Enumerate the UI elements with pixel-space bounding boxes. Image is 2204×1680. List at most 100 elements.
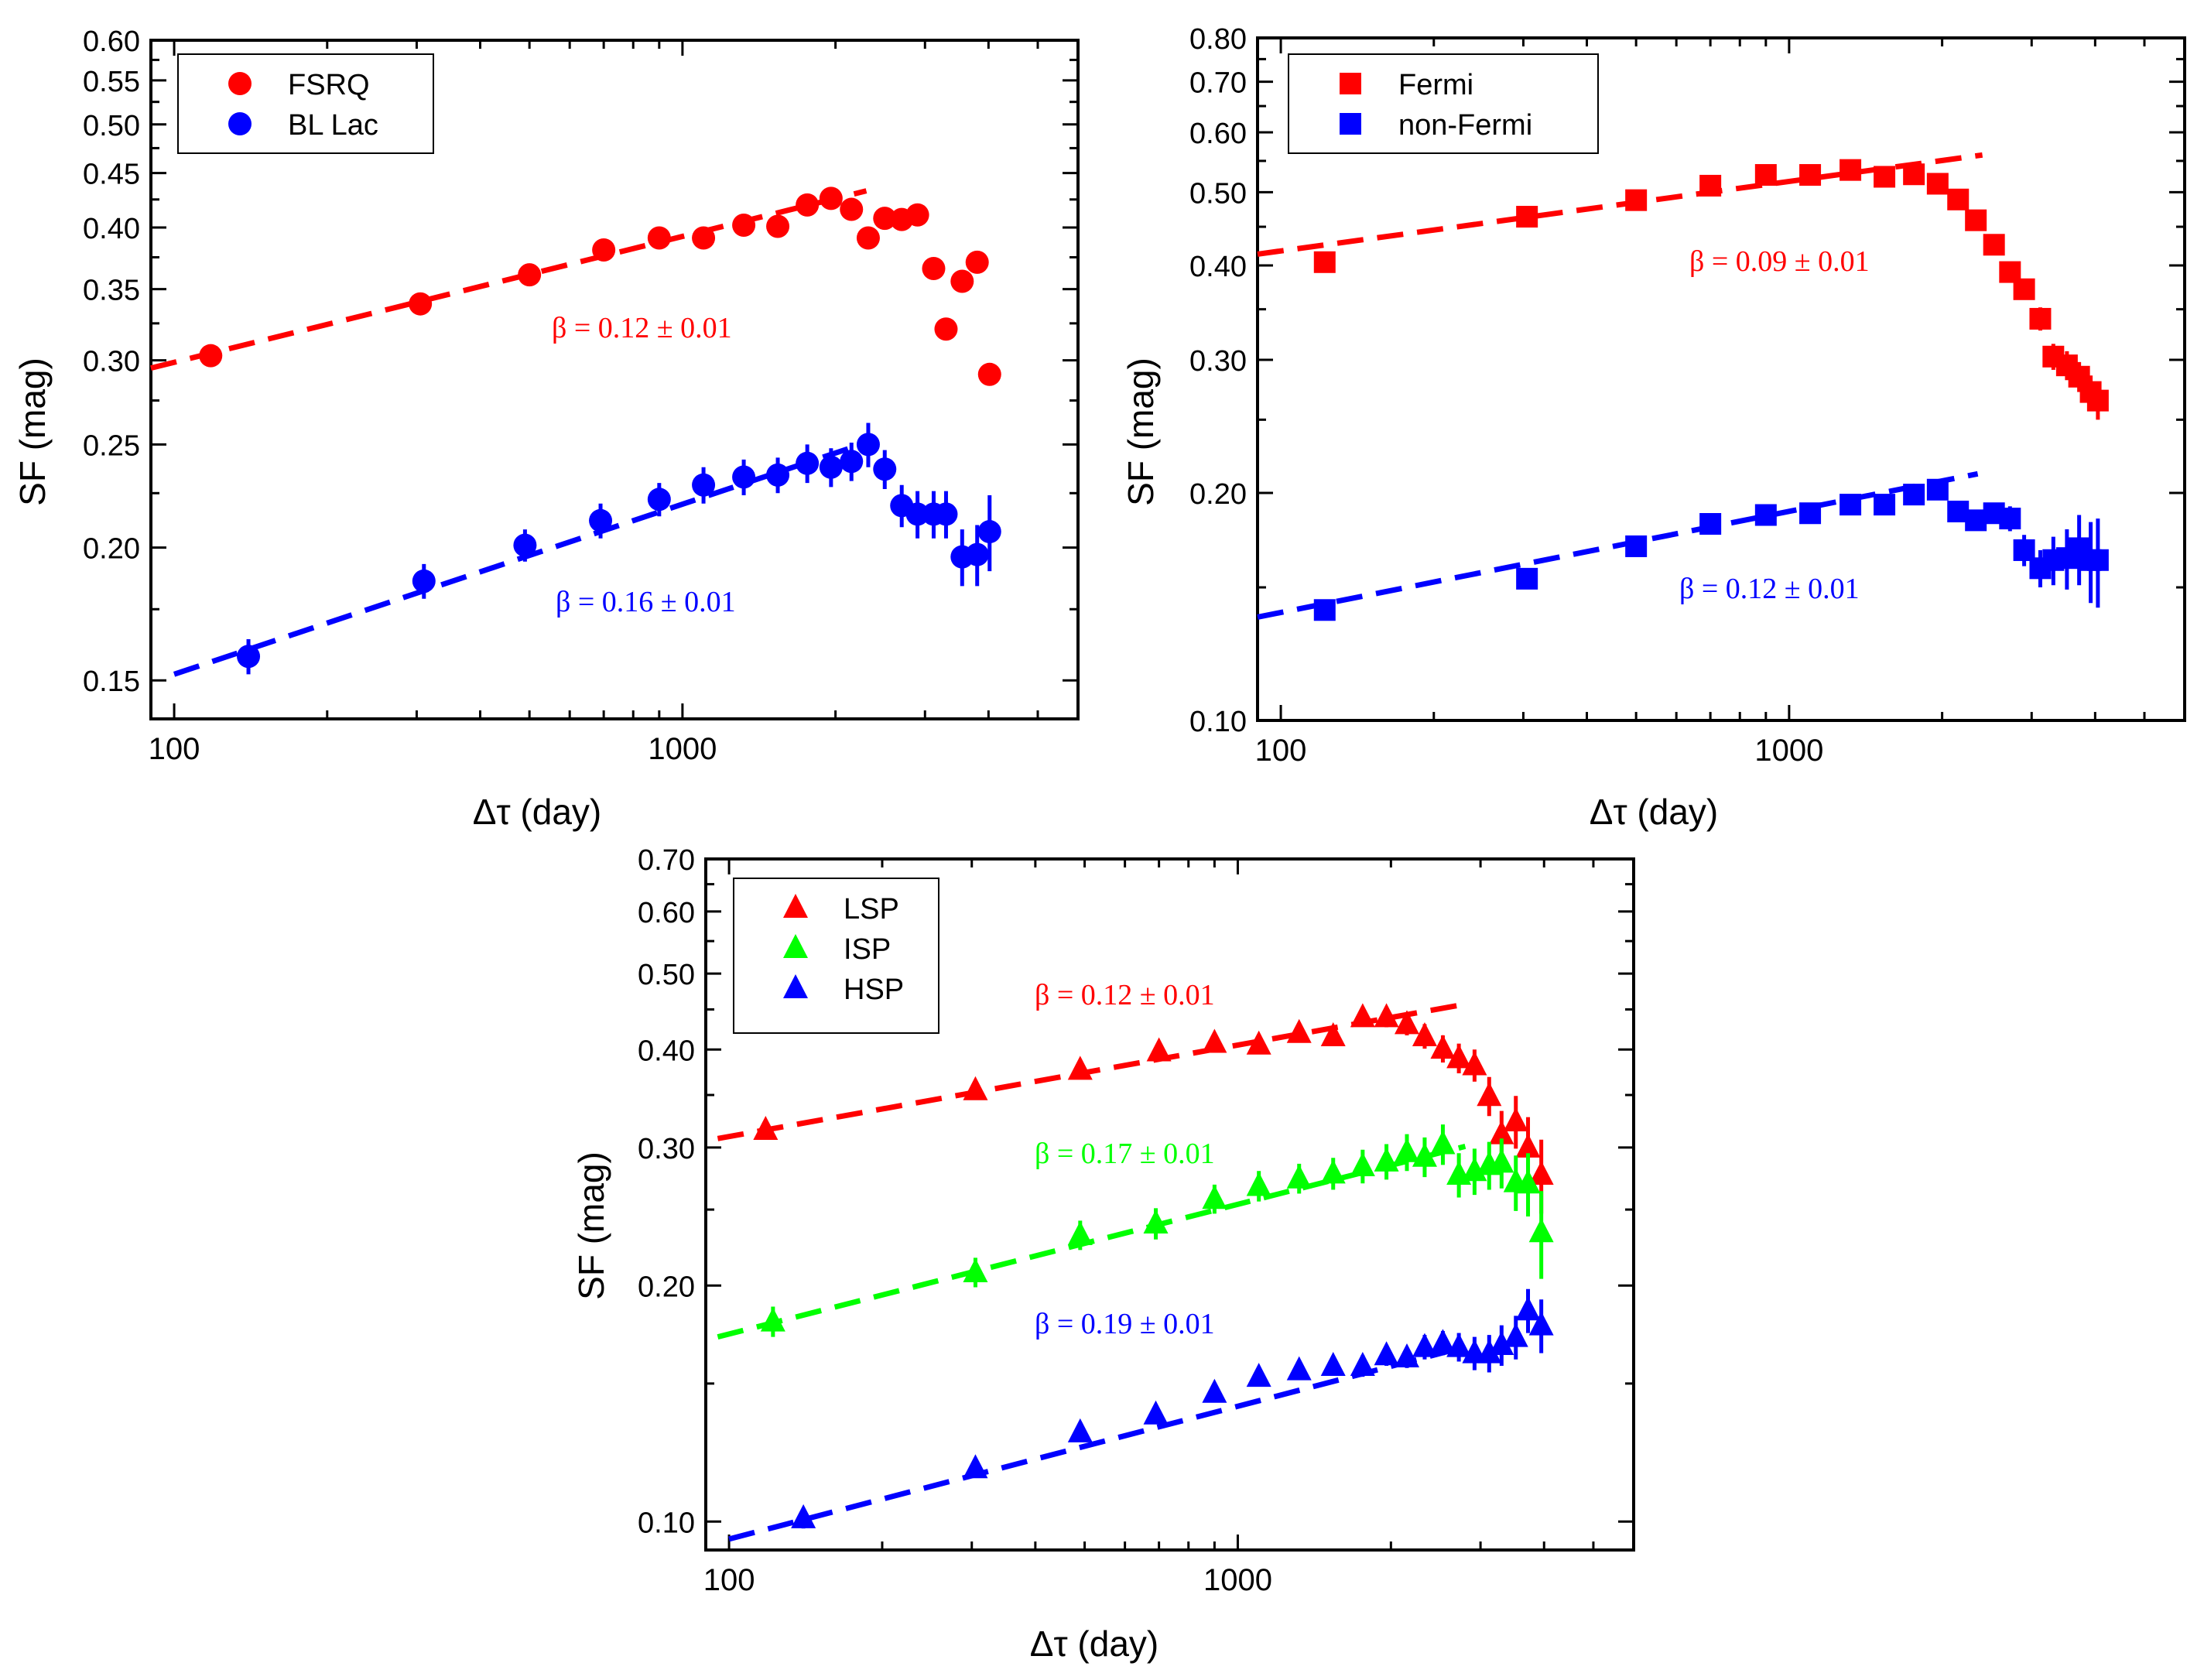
data-point — [1350, 1151, 1375, 1176]
data-point — [1926, 478, 1949, 501]
legend-label: LSP — [844, 893, 899, 926]
fit-line — [150, 188, 868, 371]
x-tick-label: 100 — [149, 732, 200, 766]
fit-line — [173, 440, 868, 677]
y-tick-label: 0.60 — [638, 897, 695, 929]
data-point — [1754, 504, 1777, 526]
data-point — [1489, 1120, 1514, 1145]
data-point — [518, 263, 542, 287]
chart-panel-panel-a: 100 1000 0.15 0.20 0.25 0.30 0.35 0.40 0.45 0.50 0… — [12, 26, 1080, 832]
y-axis-title: SF (mag) — [571, 1151, 611, 1300]
legend-label: FSRQ — [288, 69, 370, 101]
y-tick-label: 0.30 — [83, 346, 140, 378]
legend-label: non-Fermi — [1398, 109, 1532, 142]
y-tick-label: 0.70 — [638, 844, 695, 877]
data-point — [513, 533, 537, 557]
data-point — [760, 1307, 785, 1332]
data-point — [819, 186, 843, 210]
series-non-fermi — [1257, 470, 2109, 621]
fit-label: β = 0.09 ± 0.01 — [1689, 245, 1870, 278]
data-point — [1528, 1311, 1554, 1336]
fit-line — [717, 1001, 1466, 1141]
data-point — [1874, 166, 1896, 188]
data-point — [592, 238, 616, 262]
y-tick-label: 0.45 — [83, 159, 140, 191]
x-tick-label: 1000 — [1754, 734, 1823, 768]
legend-box — [733, 878, 939, 1034]
y-tick-label: 0.25 — [83, 429, 140, 462]
data-point — [783, 934, 808, 958]
y-tick-label: 0.20 — [638, 1271, 695, 1303]
data-point — [1320, 1159, 1346, 1184]
x-tick-label: 1000 — [1203, 1563, 1272, 1597]
series-fsrq — [150, 186, 1001, 386]
y-tick-label: 0.20 — [1189, 478, 1247, 511]
data-point — [934, 317, 958, 341]
data-point — [1462, 1157, 1487, 1182]
data-point — [796, 451, 820, 475]
data-point — [1903, 163, 1925, 186]
data-point — [1840, 159, 1862, 181]
data-point — [1246, 1030, 1271, 1055]
data-point — [783, 974, 808, 998]
data-point — [1143, 1210, 1169, 1234]
data-point — [950, 269, 974, 293]
data-point — [963, 1258, 988, 1283]
data-point — [1394, 1138, 1419, 1162]
data-point — [766, 463, 790, 487]
data-point — [1489, 1331, 1514, 1356]
data-point — [1874, 494, 1896, 516]
data-point — [1903, 484, 1925, 506]
legend: LSP ISP HSP — [733, 878, 939, 1034]
data-point — [1374, 1003, 1399, 1028]
data-point — [647, 226, 671, 250]
data-point — [1430, 1329, 1456, 1353]
y-axis-title: SF (mag) — [12, 358, 53, 506]
series-fermi — [1257, 152, 2109, 420]
fit-label: β = 0.16 ± 0.01 — [556, 586, 736, 618]
data-point — [965, 250, 989, 274]
data-point — [819, 455, 843, 479]
y-axis-title: SF (mag) — [1121, 358, 1161, 506]
fit-line — [1257, 152, 1983, 257]
data-point — [1528, 1218, 1554, 1243]
data-point — [922, 256, 946, 280]
data-point — [1146, 1037, 1172, 1062]
data-point — [692, 473, 716, 497]
data-point — [1999, 508, 2021, 530]
legend: FSRQ BL Lac — [177, 53, 434, 154]
y-tick-label: 0.50 — [1189, 177, 1247, 210]
data-point — [905, 502, 929, 526]
data-point — [228, 112, 252, 135]
series-isp — [717, 1124, 1554, 1340]
data-point — [1515, 1133, 1541, 1158]
data-point — [1699, 513, 1722, 535]
y-tick-label: 0.50 — [83, 110, 140, 142]
data-point — [1699, 174, 1722, 197]
data-point — [1754, 164, 1777, 186]
data-point — [1430, 1035, 1456, 1059]
x-axis-title: Δτ (day) — [473, 792, 601, 832]
data-point — [1516, 567, 1538, 590]
fit-label: β = 0.17 ± 0.01 — [1035, 1138, 1215, 1170]
y-tick-label: 0.10 — [1189, 706, 1247, 738]
data-point — [1340, 113, 1361, 135]
data-point — [692, 226, 716, 250]
data-point — [1286, 1164, 1312, 1189]
y-tick-label: 0.60 — [1189, 118, 1247, 150]
data-point — [1143, 1400, 1169, 1425]
data-point — [1515, 1169, 1541, 1194]
legend-label: BL Lac — [288, 109, 378, 142]
y-tick-label: 0.15 — [83, 665, 140, 698]
plot-frame — [149, 39, 1080, 720]
data-point — [1477, 1082, 1502, 1107]
data-point — [873, 457, 897, 481]
data-point — [934, 502, 958, 526]
x-axis-title: Δτ (day) — [1590, 792, 1718, 832]
data-point — [228, 72, 252, 95]
data-point — [2013, 539, 2035, 561]
data-point — [1067, 1056, 1093, 1080]
y-tick-label: 0.40 — [83, 213, 140, 245]
y-tick-label: 0.80 — [1189, 23, 1247, 56]
y-tick-label: 0.60 — [83, 26, 140, 58]
